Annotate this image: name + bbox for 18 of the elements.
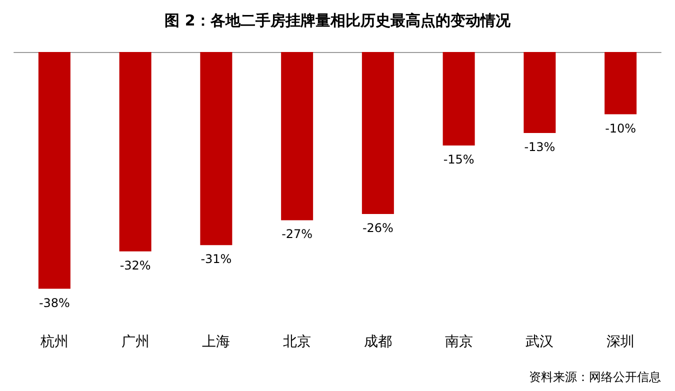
x-tick-label: 深圳: [606, 334, 635, 350]
data-label: -32%: [120, 258, 151, 272]
x-tick-label: 北京: [283, 334, 312, 350]
chart-title: 图 2：各地二手房挂牌量相比历史最高点的变动情况: [164, 12, 512, 30]
data-label: -31%: [200, 252, 232, 266]
data-label: -38%: [38, 296, 70, 310]
data-label: -27%: [282, 227, 313, 242]
text: 资料来源：网络公开信息: [529, 370, 661, 384]
data-label: -15%: [443, 152, 474, 166]
x-tick-label: 成都: [364, 334, 392, 350]
data-label: -10%: [605, 121, 636, 136]
x-tick-label: 南京: [444, 334, 473, 350]
data-label: -26%: [362, 220, 394, 235]
x-tick-label: 广州: [121, 334, 150, 350]
x-tick-label: 上海: [202, 334, 230, 350]
x-tick-label: 杭州: [39, 334, 68, 350]
x-tick-label: 武汉: [526, 334, 554, 350]
data-label: -13%: [524, 140, 556, 154]
